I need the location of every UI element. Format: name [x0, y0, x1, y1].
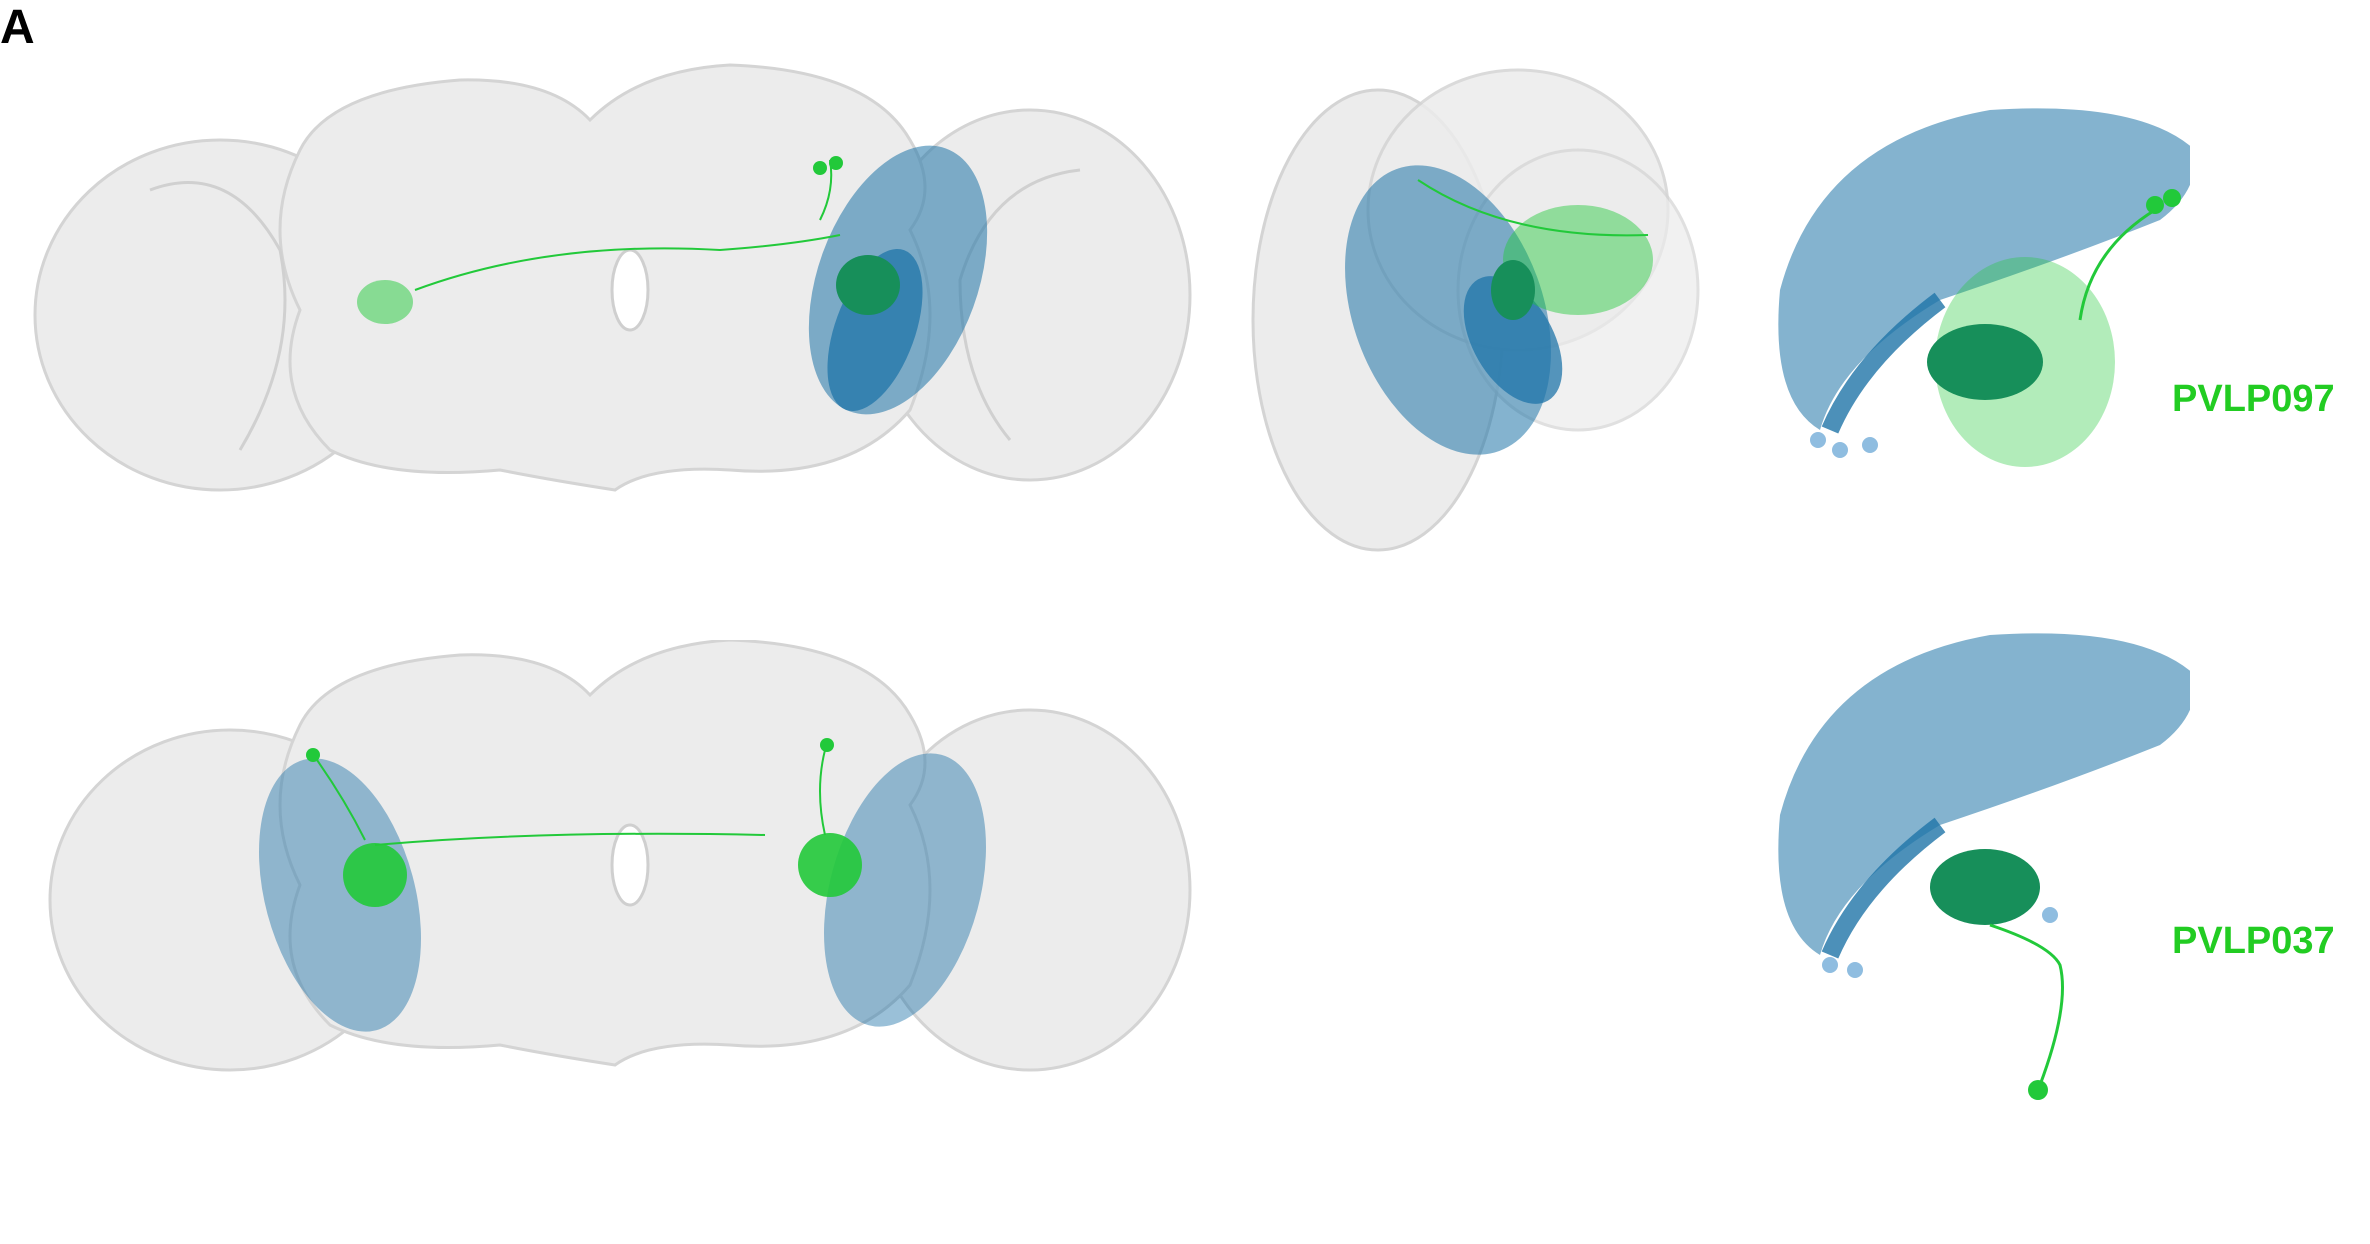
blue-neuron-icon	[1345, 165, 1563, 455]
cell-type-label-pvlp097: PVLP097	[2172, 378, 2335, 420]
fly-brain-mesh-icon	[33, 63, 1192, 492]
neuron-isolated-render-pvlp037	[1778, 633, 2190, 1100]
blue-neuron-icon	[1778, 108, 2190, 458]
brain-frontal-render-pvlp037	[48, 640, 1192, 1072]
green-neuron-icon	[306, 738, 862, 907]
green-neuron-icon	[1927, 189, 2181, 467]
green-neuron-icon	[357, 156, 900, 324]
cell-type-label-pvlp037: PVLP037	[2172, 920, 2335, 962]
brain-lateral-render-pvlp097	[1251, 68, 1700, 552]
panel-letter: A	[0, 1, 35, 54]
green-neuron-icon	[1930, 849, 2064, 1100]
fly-brain-mesh-icon	[48, 640, 1192, 1072]
blue-neuron-icon	[258, 753, 987, 1032]
blue-neuron-icon	[1778, 633, 2190, 978]
neuron-isolated-render-pvlp097	[1778, 108, 2190, 467]
brain-frontal-render-pvlp097	[33, 63, 1192, 492]
green-neuron-icon	[1417, 179, 1653, 320]
